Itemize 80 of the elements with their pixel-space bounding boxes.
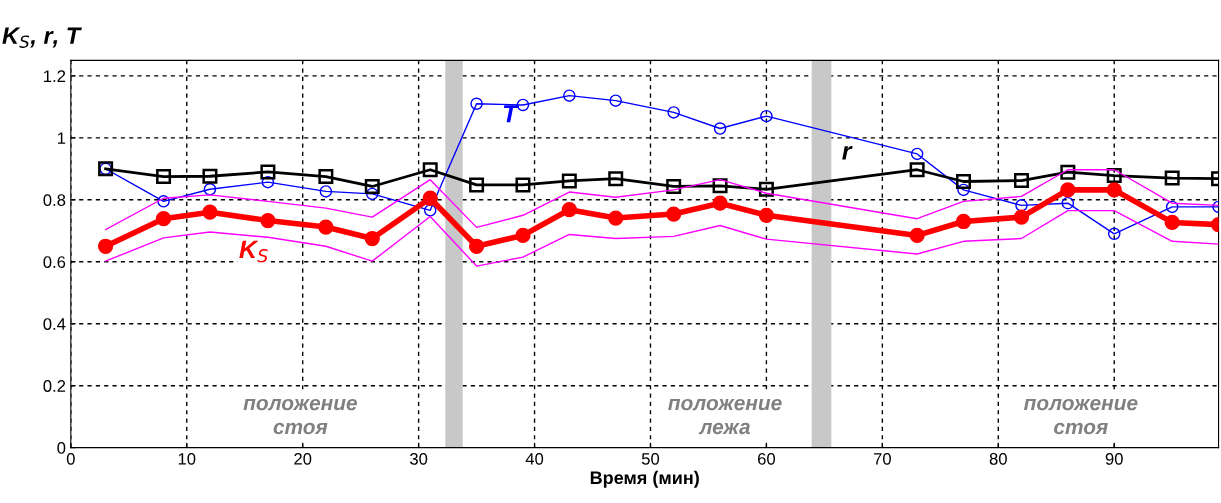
point <box>1165 200 1179 214</box>
y-tick-label: 0.8 <box>43 194 66 206</box>
y-axis-title: K$_{S}$, r, T <box>2 27 82 48</box>
x-tick-label: 20 <box>294 452 312 465</box>
point <box>1013 173 1029 189</box>
point <box>318 169 334 185</box>
point <box>608 210 624 226</box>
series-label: r <box>842 146 853 160</box>
point <box>260 212 276 229</box>
x-tick-label: 50 <box>641 452 660 465</box>
point <box>97 238 114 254</box>
point <box>956 174 971 190</box>
point <box>561 173 577 189</box>
point <box>319 185 333 198</box>
y-tick-label: 0.6 <box>43 256 66 268</box>
series-label: K$_{S}$ <box>239 240 268 263</box>
point <box>909 162 925 178</box>
point <box>423 204 437 217</box>
x-tick-label: 0 <box>66 452 75 465</box>
point <box>666 178 682 194</box>
point <box>1013 209 1030 225</box>
point <box>1060 182 1076 198</box>
y-tick-label: 0.4 <box>43 318 66 330</box>
y-tick-label: 0.2 <box>43 380 66 392</box>
point <box>609 94 622 107</box>
y-tick-label: 0 <box>57 442 66 454</box>
point <box>561 202 577 218</box>
point <box>955 213 972 230</box>
point <box>468 238 485 254</box>
x-tick-label: 60 <box>758 452 776 465</box>
point <box>712 195 728 211</box>
x-tick-label: 30 <box>409 452 428 465</box>
annotation: положение лежа <box>668 398 782 435</box>
point <box>469 177 485 193</box>
x-tick-label: 80 <box>989 452 1007 465</box>
point <box>667 106 680 119</box>
point <box>1061 196 1075 210</box>
x-tick-label: 10 <box>178 452 196 465</box>
point <box>1106 182 1122 198</box>
point <box>563 89 576 102</box>
x-tick-label: 90 <box>1105 452 1123 465</box>
point <box>1164 214 1180 231</box>
annotation: положение стоя <box>243 398 357 435</box>
x-tick-label: 70 <box>873 452 891 465</box>
y-tick-label: 1 <box>57 132 66 144</box>
point <box>260 164 276 180</box>
y-tick-label: 1.2 <box>44 70 66 82</box>
point <box>957 183 970 197</box>
point <box>1107 227 1121 241</box>
point <box>365 187 379 201</box>
point <box>318 219 334 235</box>
point <box>470 97 483 110</box>
point <box>155 211 172 227</box>
point <box>203 183 217 196</box>
point <box>758 207 775 223</box>
point <box>364 178 380 194</box>
point <box>910 147 924 161</box>
point <box>608 171 624 187</box>
point <box>666 206 682 222</box>
point <box>157 195 170 208</box>
point <box>760 109 773 123</box>
point <box>515 177 531 193</box>
x-tick-label: 40 <box>525 452 544 465</box>
annotation: положение стоя <box>1023 398 1138 435</box>
point <box>202 204 218 220</box>
point <box>713 122 727 135</box>
point <box>758 181 774 197</box>
point <box>422 162 438 178</box>
point <box>202 168 218 184</box>
series-label: T <box>503 105 520 123</box>
point <box>364 230 380 247</box>
point <box>1060 164 1076 180</box>
point <box>156 169 172 185</box>
point <box>515 227 531 244</box>
point <box>422 190 438 206</box>
point <box>261 175 275 189</box>
point <box>1164 170 1180 186</box>
point <box>909 227 925 244</box>
point <box>1015 199 1028 212</box>
x-axis-title: Время (мин) <box>590 470 699 488</box>
